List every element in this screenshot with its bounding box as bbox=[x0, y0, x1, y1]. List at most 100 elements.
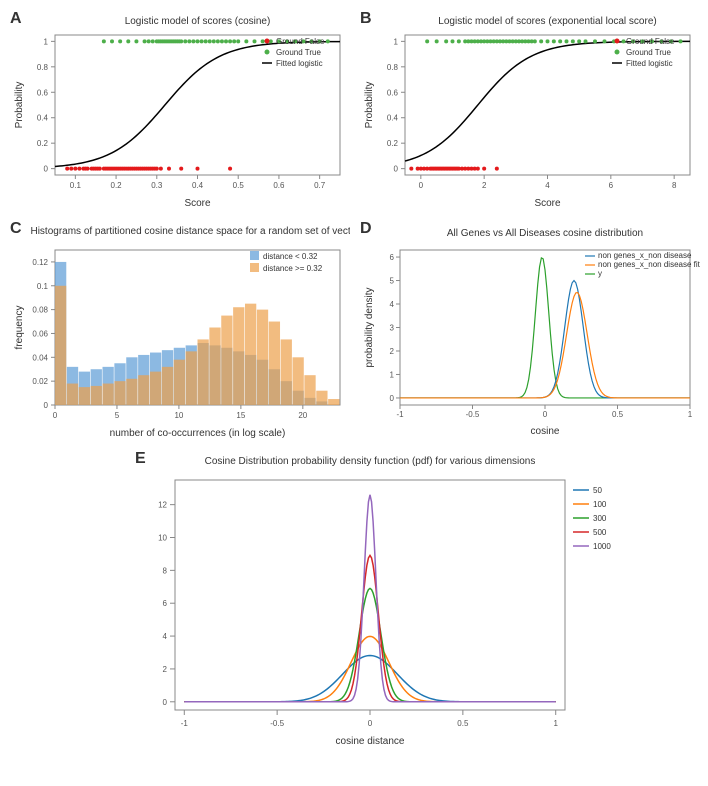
panel-e-label: E bbox=[135, 450, 146, 468]
svg-text:1: 1 bbox=[553, 719, 558, 728]
svg-text:All Genes vs All Diseases cosi: All Genes vs All Diseases cosine distrib… bbox=[447, 228, 643, 239]
svg-text:0.8: 0.8 bbox=[387, 63, 399, 72]
svg-text:0.4: 0.4 bbox=[37, 114, 49, 123]
svg-text:300: 300 bbox=[593, 514, 607, 523]
svg-text:Logistic model of scores (cosi: Logistic model of scores (cosine) bbox=[125, 16, 271, 27]
svg-text:2: 2 bbox=[163, 665, 168, 674]
svg-text:Ground False: Ground False bbox=[276, 37, 325, 46]
svg-text:Ground True: Ground True bbox=[276, 48, 321, 57]
svg-text:6: 6 bbox=[390, 253, 395, 262]
svg-text:0.7: 0.7 bbox=[314, 181, 326, 190]
svg-text:0.2: 0.2 bbox=[111, 181, 123, 190]
panel-d-label: D bbox=[360, 220, 372, 238]
svg-text:probability density: probability density bbox=[364, 287, 375, 367]
svg-text:Score: Score bbox=[534, 198, 561, 209]
svg-text:4: 4 bbox=[163, 632, 168, 641]
svg-text:cosine distance: cosine distance bbox=[336, 736, 405, 747]
panel-d: D All Genes vs All Diseases cosine distr… bbox=[360, 220, 700, 440]
svg-text:8: 8 bbox=[163, 566, 168, 575]
svg-text:3: 3 bbox=[390, 324, 395, 333]
figure-grid: A Logistic model of scores (cosine) 0.1 0.… bbox=[10, 10, 698, 750]
svg-text:12: 12 bbox=[158, 501, 167, 510]
svg-text:6: 6 bbox=[609, 181, 614, 190]
svg-text:0.02: 0.02 bbox=[32, 377, 48, 386]
svg-text:Fitted logistic: Fitted logistic bbox=[276, 59, 323, 68]
panel-a-chart: Logistic model of scores (cosine) 0.1 0.2 0… bbox=[10, 10, 350, 210]
svg-text:0.4: 0.4 bbox=[387, 114, 399, 123]
svg-text:0.2: 0.2 bbox=[387, 139, 399, 148]
panel-a: A Logistic model of scores (cosine) 0.1 0.… bbox=[10, 10, 350, 210]
panel-d-chart: All Genes vs All Diseases cosine distrib… bbox=[360, 220, 700, 440]
svg-text:-0.5: -0.5 bbox=[466, 410, 480, 419]
svg-text:4: 4 bbox=[390, 300, 395, 309]
svg-text:cosine: cosine bbox=[531, 426, 560, 437]
svg-text:0: 0 bbox=[44, 401, 49, 410]
svg-text:Fitted logistic: Fitted logistic bbox=[626, 59, 673, 68]
svg-text:5: 5 bbox=[115, 411, 120, 420]
panel-c-label: C bbox=[10, 220, 22, 238]
svg-text:Logistic model of scores (expo: Logistic model of scores (exponential lo… bbox=[438, 16, 656, 27]
svg-text:non genes_x_non disease: non genes_x_non disease bbox=[598, 251, 692, 260]
panel-e-chart: Cosine Distribution probability density … bbox=[75, 450, 635, 750]
svg-text:Ground False: Ground False bbox=[626, 37, 675, 46]
svg-text:0.08: 0.08 bbox=[32, 306, 48, 315]
svg-text:5: 5 bbox=[390, 277, 395, 286]
panel-c-chart: Histograms of partitioned cosine distanc… bbox=[10, 220, 350, 440]
svg-text:0.6: 0.6 bbox=[273, 181, 285, 190]
svg-text:1: 1 bbox=[688, 410, 693, 419]
svg-text:non genes_x_non disease fit: non genes_x_non disease fit bbox=[598, 260, 700, 269]
svg-text:number of co-occurrences (in l: number of co-occurrences (in log scale) bbox=[110, 428, 286, 439]
svg-text:20: 20 bbox=[298, 411, 307, 420]
svg-text:0: 0 bbox=[44, 165, 49, 174]
svg-text:0: 0 bbox=[368, 719, 373, 728]
svg-text:Ground True: Ground True bbox=[626, 48, 671, 57]
svg-text:8: 8 bbox=[672, 181, 677, 190]
panel-e-wrapper: E Cosine Distribution probability densit… bbox=[10, 450, 700, 750]
svg-text:0.3: 0.3 bbox=[151, 181, 163, 190]
panel-b: B Logistic model of scores (exponential … bbox=[360, 10, 700, 210]
svg-text:2: 2 bbox=[482, 181, 487, 190]
svg-text:0.04: 0.04 bbox=[32, 353, 48, 362]
svg-text:1: 1 bbox=[44, 37, 49, 46]
svg-text:100: 100 bbox=[593, 500, 607, 509]
panel-b-chart: Logistic model of scores (exponential lo… bbox=[360, 10, 700, 210]
svg-text:15: 15 bbox=[236, 411, 245, 420]
svg-text:0.06: 0.06 bbox=[32, 329, 48, 338]
svg-text:0.6: 0.6 bbox=[37, 88, 49, 97]
svg-text:500: 500 bbox=[593, 528, 607, 537]
svg-text:0.5: 0.5 bbox=[612, 410, 624, 419]
svg-text:4: 4 bbox=[545, 181, 550, 190]
svg-text:0.5: 0.5 bbox=[457, 719, 469, 728]
svg-text:0.1: 0.1 bbox=[37, 282, 49, 291]
svg-text:Probability: Probability bbox=[14, 82, 25, 129]
svg-text:0.5: 0.5 bbox=[233, 181, 245, 190]
svg-text:-1: -1 bbox=[396, 410, 404, 419]
svg-text:0: 0 bbox=[390, 394, 395, 403]
svg-text:-0.5: -0.5 bbox=[270, 719, 284, 728]
svg-text:1: 1 bbox=[394, 37, 399, 46]
panel-c: C Histograms of partitioned cosine dista… bbox=[10, 220, 350, 440]
svg-text:-1: -1 bbox=[181, 719, 189, 728]
svg-text:10: 10 bbox=[174, 411, 183, 420]
svg-text:0.6: 0.6 bbox=[387, 88, 399, 97]
svg-text:Score: Score bbox=[184, 198, 211, 209]
panel-b-label: B bbox=[360, 10, 372, 28]
panel-a-label: A bbox=[10, 10, 22, 28]
svg-text:6: 6 bbox=[163, 599, 168, 608]
svg-text:y: y bbox=[598, 269, 602, 278]
svg-text:2: 2 bbox=[390, 347, 395, 356]
svg-text:0: 0 bbox=[419, 181, 424, 190]
svg-text:0.4: 0.4 bbox=[192, 181, 204, 190]
svg-text:0.1: 0.1 bbox=[70, 181, 82, 190]
svg-text:distance >= 0.32: distance >= 0.32 bbox=[263, 264, 323, 273]
svg-text:1000: 1000 bbox=[593, 542, 611, 551]
svg-text:0.2: 0.2 bbox=[37, 139, 49, 148]
svg-text:10: 10 bbox=[158, 534, 167, 543]
svg-text:0: 0 bbox=[543, 410, 548, 419]
svg-text:frequency: frequency bbox=[14, 306, 25, 350]
svg-text:0: 0 bbox=[163, 698, 168, 707]
svg-text:1: 1 bbox=[390, 370, 395, 379]
svg-text:0.8: 0.8 bbox=[37, 63, 49, 72]
svg-text:Probability: Probability bbox=[364, 82, 375, 129]
svg-text:Histograms of partitioned cosi: Histograms of partitioned cosine distanc… bbox=[30, 226, 350, 237]
